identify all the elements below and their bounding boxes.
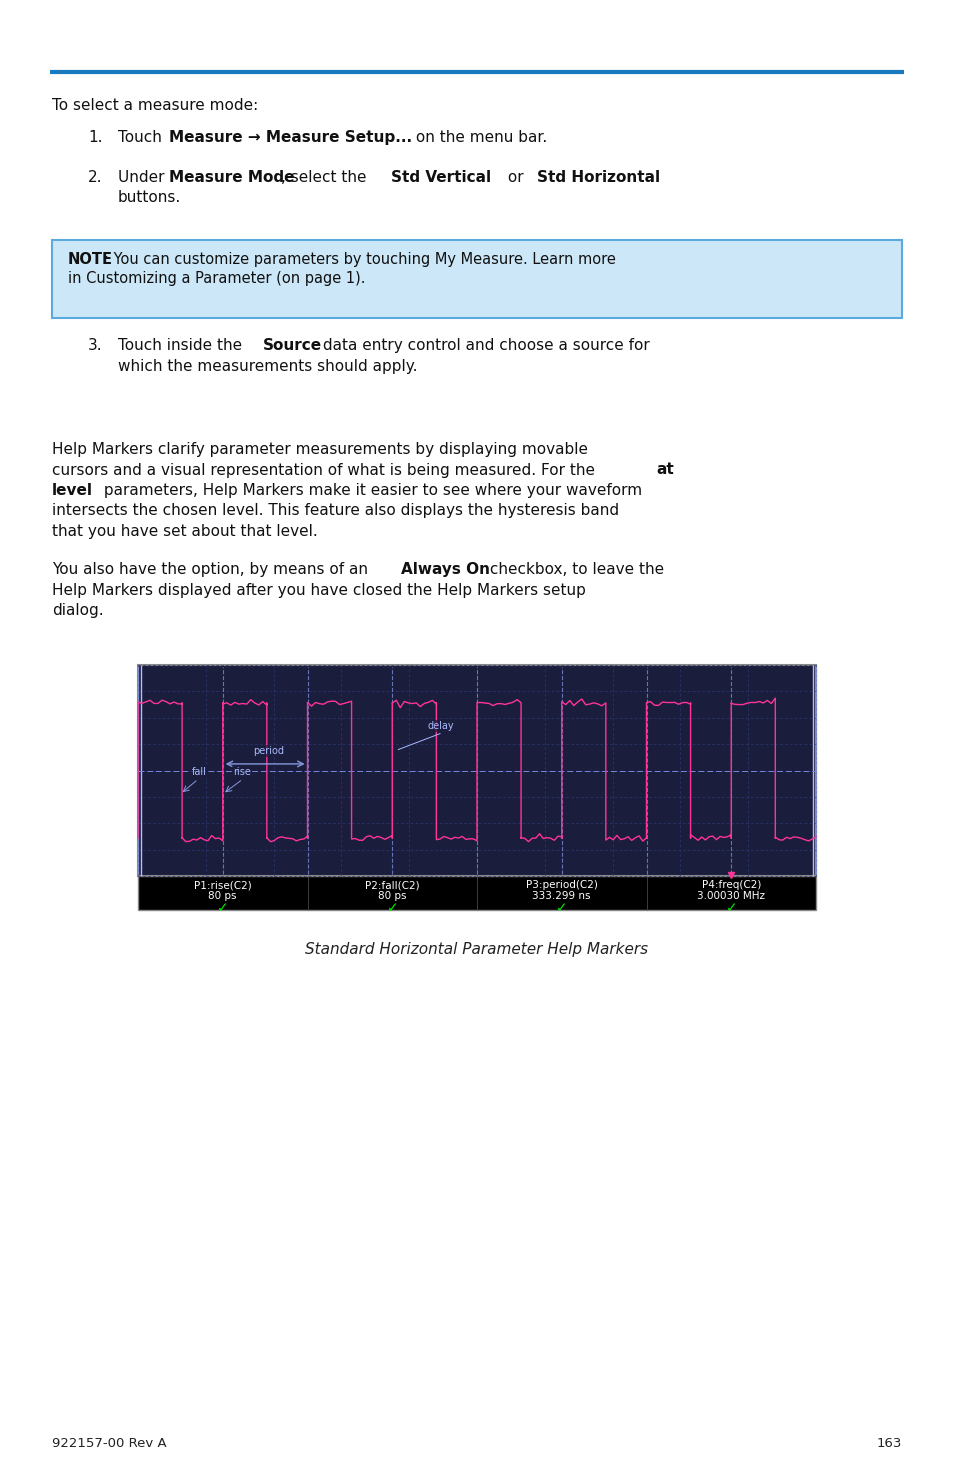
Text: ✓: ✓ [724, 901, 737, 916]
Text: NOTE: NOTE [68, 252, 112, 267]
Text: , select the: , select the [280, 170, 371, 184]
Text: Standard Horizontal Parameter Help Markers: Standard Horizontal Parameter Help Marke… [305, 943, 648, 957]
Text: Help Markers displayed after you have closed the Help Markers setup: Help Markers displayed after you have cl… [52, 583, 585, 597]
Text: on the menu bar.: on the menu bar. [411, 130, 547, 145]
Bar [138, 876, 815, 910]
Text: fall: fall [193, 767, 207, 777]
Bar [52, 240, 901, 319]
Text: period: period [253, 746, 284, 755]
Text: rise: rise [233, 767, 251, 777]
Text: You also have the option, by means of an: You also have the option, by means of an [52, 562, 373, 577]
Text: Touch: Touch [118, 130, 167, 145]
Text: P3:period(C2): P3:period(C2) [525, 881, 598, 891]
Text: that you have set about that level.: that you have set about that level. [52, 524, 317, 538]
Text: P4:freq(C2): P4:freq(C2) [700, 881, 760, 891]
Text: buttons.: buttons. [118, 190, 181, 205]
Text: 1.: 1. [88, 130, 102, 145]
Text: 163: 163 [876, 1437, 901, 1450]
Text: Measure Mode: Measure Mode [169, 170, 294, 184]
Text: Std Vertical: Std Vertical [391, 170, 491, 184]
Text: dialog.: dialog. [52, 603, 104, 618]
Text: ✓: ✓ [556, 901, 567, 916]
Text: Source: Source [262, 338, 321, 353]
Text: P1:rise(C2): P1:rise(C2) [193, 881, 252, 891]
Text: 80 ps: 80 ps [377, 891, 406, 901]
Text: level: level [52, 482, 92, 499]
Text: data entry control and choose a source for: data entry control and choose a source f… [318, 338, 650, 353]
Text: To select a measure mode:: To select a measure mode: [52, 97, 258, 114]
Text: 922157-00 Rev A: 922157-00 Rev A [52, 1437, 167, 1450]
Text: cursors and a visual representation of what is being measured. For the: cursors and a visual representation of w… [52, 463, 599, 478]
Text: Help Markers clarify parameter measurements by displaying movable: Help Markers clarify parameter measureme… [52, 442, 587, 457]
Text: in Customizing a Parameter (on page 1).: in Customizing a Parameter (on page 1). [68, 271, 365, 286]
Text: ✓: ✓ [216, 901, 229, 916]
Text: P2:fall(C2): P2:fall(C2) [365, 881, 419, 891]
Bar [138, 665, 815, 876]
Text: parameters, Help Markers make it easier to see where your waveform: parameters, Help Markers make it easier … [98, 482, 641, 499]
Text: Std Horizontal: Std Horizontal [537, 170, 659, 184]
Text: which the measurements should apply.: which the measurements should apply. [118, 358, 417, 373]
Text: Touch inside the: Touch inside the [118, 338, 247, 353]
Text: intersects the chosen level. This feature also displays the hysteresis band: intersects the chosen level. This featur… [52, 503, 618, 519]
Text: or: or [502, 170, 528, 184]
Text: at: at [656, 463, 673, 478]
Text: 3.: 3. [88, 338, 103, 353]
Text: 2.: 2. [88, 170, 102, 184]
Text: ✓: ✓ [386, 901, 397, 916]
Text: 3.00030 MHz: 3.00030 MHz [697, 891, 764, 901]
Text: Always On: Always On [400, 562, 489, 577]
Text: Measure → Measure Setup...: Measure → Measure Setup... [169, 130, 412, 145]
Text: checkbox, to leave the: checkbox, to leave the [484, 562, 663, 577]
Text: Under: Under [118, 170, 170, 184]
Text: : You can customize parameters by touching My Measure. Learn more: : You can customize parameters by touchi… [104, 252, 615, 267]
Text: delay: delay [427, 721, 454, 730]
Text: 333.299 ns: 333.299 ns [532, 891, 590, 901]
Text: 80 ps: 80 ps [209, 891, 236, 901]
